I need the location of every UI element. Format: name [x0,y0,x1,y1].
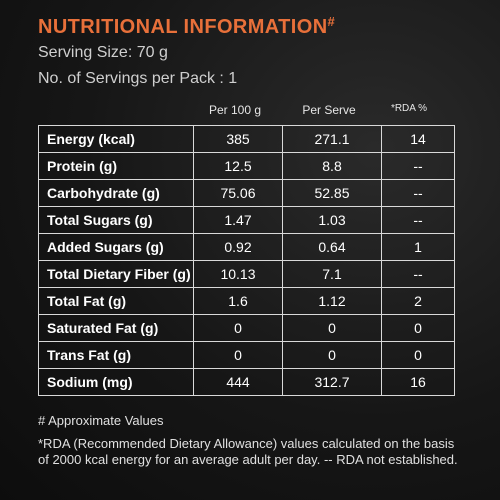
rda-value: 14 [381,125,455,153]
per-serve-value: 0 [282,341,382,369]
table-row: Total Sugars (g) 1.47 1.03 -- [38,206,455,234]
per-serve-value: 52.85 [282,179,382,207]
per-100g-value: 1.47 [193,206,283,234]
rda-value: 0 [381,341,455,369]
rda-value: -- [381,152,455,180]
column-header-per-serve: Per Serve [302,103,356,117]
page-title: NUTRITIONAL INFORMATION# [38,14,336,39]
per-100g-value: 0 [193,341,283,369]
column-header-rda: *RDA % [390,103,428,114]
table-row: Trans Fat (g) 0 0 0 [38,341,455,369]
servings-per-pack: No. of Servings per Pack : 1 [38,70,238,87]
per-serve-value: 0.64 [282,233,382,261]
nutrient-label: Protein (g) [38,152,194,180]
nutrient-label: Carbohydrate (g) [38,179,194,207]
per-100g-value: 12.5 [193,152,283,180]
title-text: NUTRITIONAL INFORMATION [38,16,328,38]
rda-value: 1 [381,233,455,261]
per-100g-value: 444 [193,368,283,396]
per-serve-value: 271.1 [282,125,382,153]
rda-value: -- [381,260,455,288]
per-serve-value: 0 [282,314,382,342]
nutrient-label: Sodium (mg) [38,368,194,396]
per-serve-value: 1.12 [282,287,382,315]
title-hash-mark: # [327,14,336,29]
per-serve-value: 1.03 [282,206,382,234]
per-serve-value: 312.7 [282,368,382,396]
rda-value: -- [381,179,455,207]
per-serve-value: 7.1 [282,260,382,288]
nutrient-label: Saturated Fat (g) [38,314,194,342]
nutrient-label: Trans Fat (g) [38,341,194,369]
nutrition-table-body: Energy (kcal) 385 271.1 14 Protein (g) 12.5 8.… [38,125,455,396]
nutrition-table: Energy (kcal) 385 271.1 14 Protein (g) 12.5 8.… [38,125,455,396]
table-row: Carbohydrate (g) 75.06 52.85 -- [38,179,455,207]
table-row: Saturated Fat (g) 0 0 0 [38,314,455,342]
rda-value: -- [381,206,455,234]
per-100g-value: 0.92 [193,233,283,261]
per-100g-value: 385 [193,125,283,153]
nutrient-label: Total Dietary Fiber (g) [38,260,194,288]
serving-size: Serving Size: 70 g [38,44,168,61]
per-100g-value: 0 [193,314,283,342]
table-row: Protein (g) 12.5 8.8 -- [38,152,455,180]
rda-value: 2 [381,287,455,315]
nutrient-label: Added Sugars (g) [38,233,194,261]
table-row: Total Dietary Fiber (g) 10.13 7.1 -- [38,260,455,288]
table-row: Added Sugars (g) 0.92 0.64 1 [38,233,455,261]
per-100g-value: 1.6 [193,287,283,315]
nutrient-label: Total Sugars (g) [38,206,194,234]
approximate-values-note: # Approximate Values [38,413,164,428]
column-header-per-100g: Per 100 g [208,103,262,117]
table-row: Energy (kcal) 385 271.1 14 [38,125,455,153]
rda-value: 0 [381,314,455,342]
per-100g-value: 10.13 [193,260,283,288]
nutrient-label: Total Fat (g) [38,287,194,315]
per-serve-value: 8.8 [282,152,382,180]
nutrient-label: Energy (kcal) [38,125,194,153]
table-row: Sodium (mg) 444 312.7 16 [38,368,455,396]
per-100g-value: 75.06 [193,179,283,207]
table-row: Total Fat (g) 1.6 1.12 2 [38,287,455,315]
rda-footnote: *RDA (Recommended Dietary Allowance) val… [38,436,458,467]
rda-value: 16 [381,368,455,396]
